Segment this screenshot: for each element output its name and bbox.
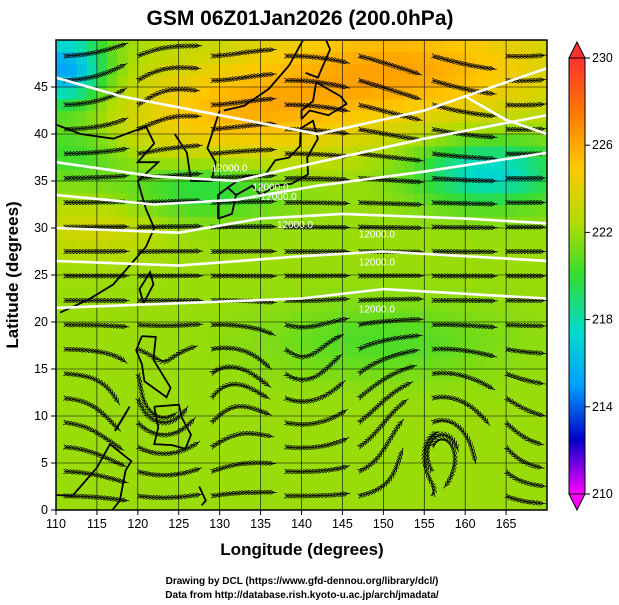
colorbar: 210 214 218 222 226 230	[568, 40, 613, 512]
x-tick-label: 160	[455, 517, 476, 531]
grid-lines	[56, 40, 547, 510]
contour-label: 12000.0	[359, 305, 396, 316]
colorbar-tick-label: 230	[592, 51, 613, 65]
y-tick-label: 40	[34, 127, 48, 141]
x-tick-label: 120	[127, 517, 148, 531]
contour-label: 12000.0	[252, 182, 289, 193]
x-tick-label: 130	[209, 517, 230, 531]
contour-labels: 12000.012000.012000.012000.012000.012000…	[211, 164, 395, 316]
y-tick-label: 45	[34, 80, 48, 94]
x-tick-label: 115	[87, 517, 107, 531]
colorbar-body	[568, 57, 586, 495]
y-tick-label: 0	[41, 503, 48, 517]
plot-area: 12000.012000.012000.012000.012000.012000…	[55, 39, 548, 511]
x-tick-label: 135	[250, 517, 271, 531]
colorbar-tick-label: 210	[592, 487, 613, 501]
x-tick-label: 125	[168, 517, 189, 531]
x-tick-label: 155	[414, 517, 435, 531]
y-axis-ticks: 0 5 10 15 20 25 30 35 40 45	[34, 80, 56, 517]
colorbar-ticks: 210 214 218 222 226 230	[585, 51, 613, 501]
y-tick-label: 35	[34, 174, 48, 188]
x-tick-label: 140	[291, 517, 312, 531]
y-tick-label: 5	[41, 456, 48, 470]
x-tick-label: 165	[496, 517, 517, 531]
chart-title: GSM 06Z01Jan2026 (200.0hPa)	[146, 7, 453, 30]
colorbar-tick-label: 226	[592, 138, 613, 152]
x-axis-ticks: 110 115 120 125 130 135 140 145 150 155 160 165	[46, 510, 517, 531]
y-tick-label: 30	[34, 221, 48, 235]
colorbar-top-cap	[568, 40, 586, 59]
footer-line-1: Drawing by DCL (https://www.gfd-dennou.o…	[166, 576, 439, 587]
y-axis-label: Latitude (degrees)	[3, 201, 22, 348]
x-axis-label: Longitude (degrees)	[220, 540, 383, 559]
y-tick-label: 25	[34, 268, 48, 282]
y-tick-label: 10	[34, 409, 48, 423]
colorbar-tick-label: 222	[592, 225, 613, 239]
contour-label: 12000.0	[359, 258, 396, 269]
colorbar-tick-label: 214	[592, 400, 613, 414]
contour-label: 12000.0	[359, 229, 396, 240]
contour-label: 12000.0	[261, 192, 298, 203]
contour-label: 12000.0	[277, 220, 314, 231]
x-tick-label: 110	[46, 517, 66, 531]
footer-line-2: Data from http://database.rish.kyoto-u.a…	[165, 590, 439, 601]
contour-label: 12000.0	[211, 164, 248, 175]
y-tick-label: 15	[34, 362, 48, 376]
height-contours	[56, 66, 547, 310]
colorbar-bottom-cap	[568, 493, 586, 512]
x-tick-label: 150	[373, 517, 394, 531]
x-tick-label: 145	[332, 517, 353, 531]
colorbar-tick-label: 218	[592, 313, 613, 327]
y-tick-label: 20	[34, 315, 48, 329]
